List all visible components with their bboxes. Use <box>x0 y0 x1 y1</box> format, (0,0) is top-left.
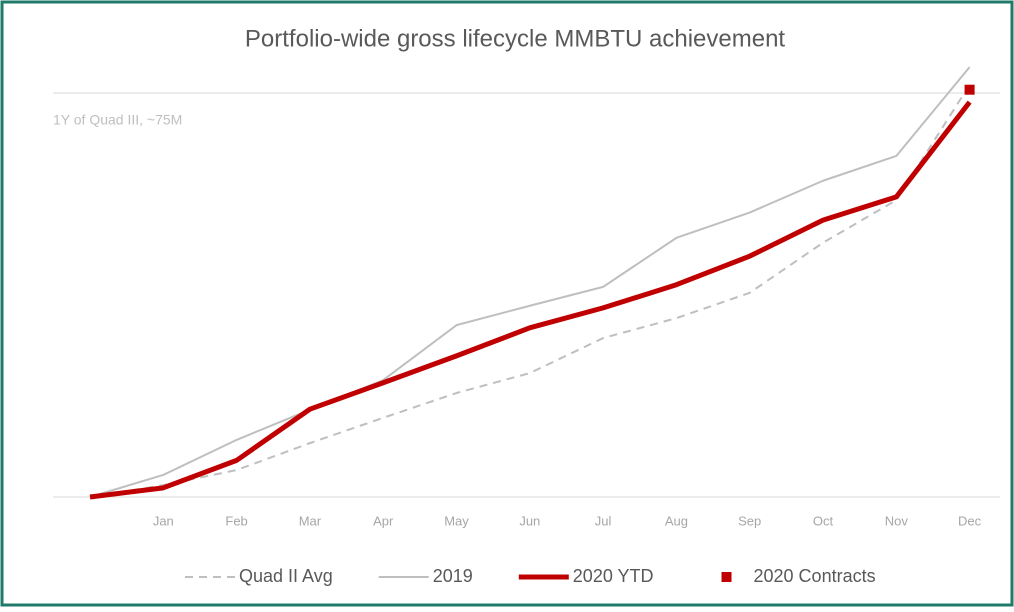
x-tick-label: Feb <box>225 513 247 528</box>
x-tick-label: Jul <box>595 513 612 528</box>
x-tick-label: Aug <box>665 513 688 528</box>
legend-label: Quad II Avg <box>239 566 333 586</box>
series-line <box>89 66 971 498</box>
legend-label: 2019 <box>433 566 473 586</box>
legend-label: 2020 Contracts <box>754 566 876 586</box>
x-tick-label: Mar <box>299 513 322 528</box>
x-tick-label: Oct <box>813 513 834 528</box>
x-tick-label: Jun <box>519 513 540 528</box>
legend-marker <box>721 572 732 582</box>
chart-title: Portfolio-wide gross lifecycle MMBTU ach… <box>245 25 786 52</box>
x-tick-label: May <box>444 513 469 528</box>
series-line <box>89 100 972 500</box>
x-tick-label: Nov <box>885 513 909 528</box>
x-tick-label: Apr <box>373 513 394 528</box>
marker <box>964 84 975 95</box>
legend-label: 2020 YTD <box>573 566 654 586</box>
reference-label: 1Y of Quad III, ~75M <box>53 112 182 128</box>
x-tick-label: Dec <box>958 513 982 528</box>
x-tick-label: Sep <box>738 513 761 528</box>
x-tick-label: Jan <box>153 513 174 528</box>
